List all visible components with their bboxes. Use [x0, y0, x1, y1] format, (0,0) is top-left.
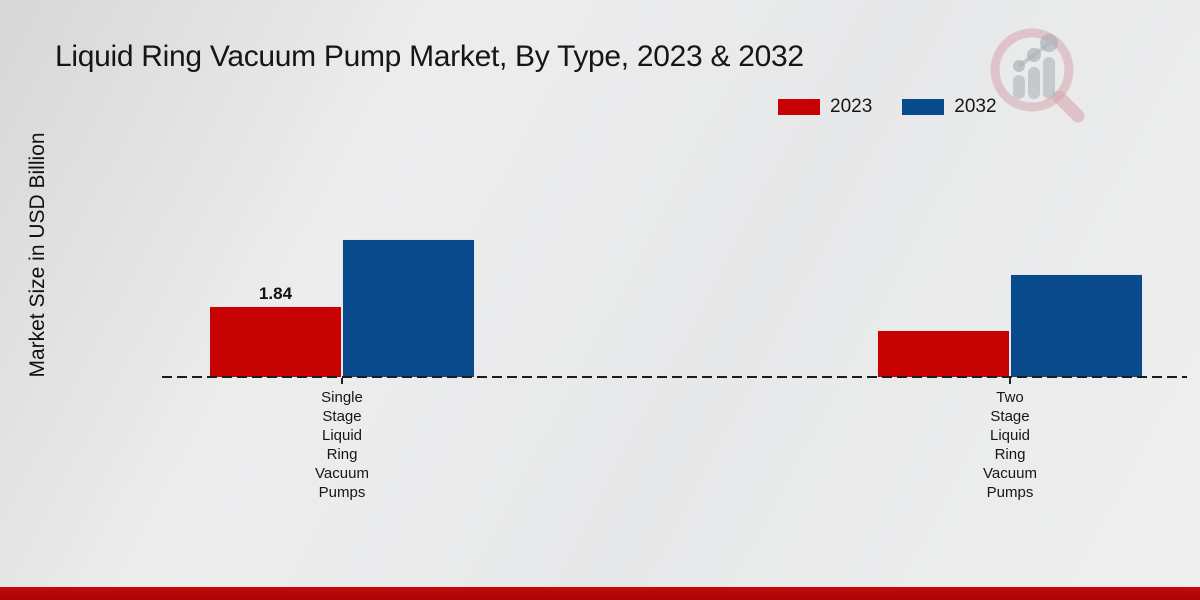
- bar-value-label: 1.84: [258, 284, 293, 303]
- bar-group-1: 1.84: [209, 239, 475, 377]
- legend-item-2023: 2023: [778, 96, 872, 118]
- legend-label: 2032: [954, 96, 997, 117]
- x-axis-category-label: Two Stage Liquid Ring Vacuum Pumps: [983, 389, 1037, 501]
- bar-2032-group1: [342, 239, 475, 377]
- bar-2023-group1: 1.84: [209, 284, 342, 377]
- legend-item-2032: 2032: [902, 96, 997, 118]
- bar-2032-group2: [1010, 274, 1143, 377]
- legend-swatch-2032: [902, 99, 945, 115]
- legend: 2023 2032: [778, 96, 997, 118]
- bar-group-2: [877, 274, 1143, 377]
- x-axis-category-label: Single Stage Liquid Ring Vacuum Pumps: [315, 389, 369, 501]
- chart-title: Liquid Ring Vacuum Pump Market, By Type,…: [55, 40, 804, 73]
- x-axis-tick: [1009, 378, 1011, 384]
- legend-label: 2023: [830, 96, 873, 117]
- footer-stripe: [0, 587, 1200, 600]
- magnifier-bar-chart-logo-icon: [990, 28, 1085, 123]
- y-axis-label: Market Size in USD Billion: [26, 132, 49, 378]
- x-axis-baseline: [162, 376, 1187, 378]
- x-axis-tick: [341, 378, 343, 384]
- legend-swatch-2023: [778, 99, 820, 115]
- bar-2023-group2: [877, 330, 1010, 377]
